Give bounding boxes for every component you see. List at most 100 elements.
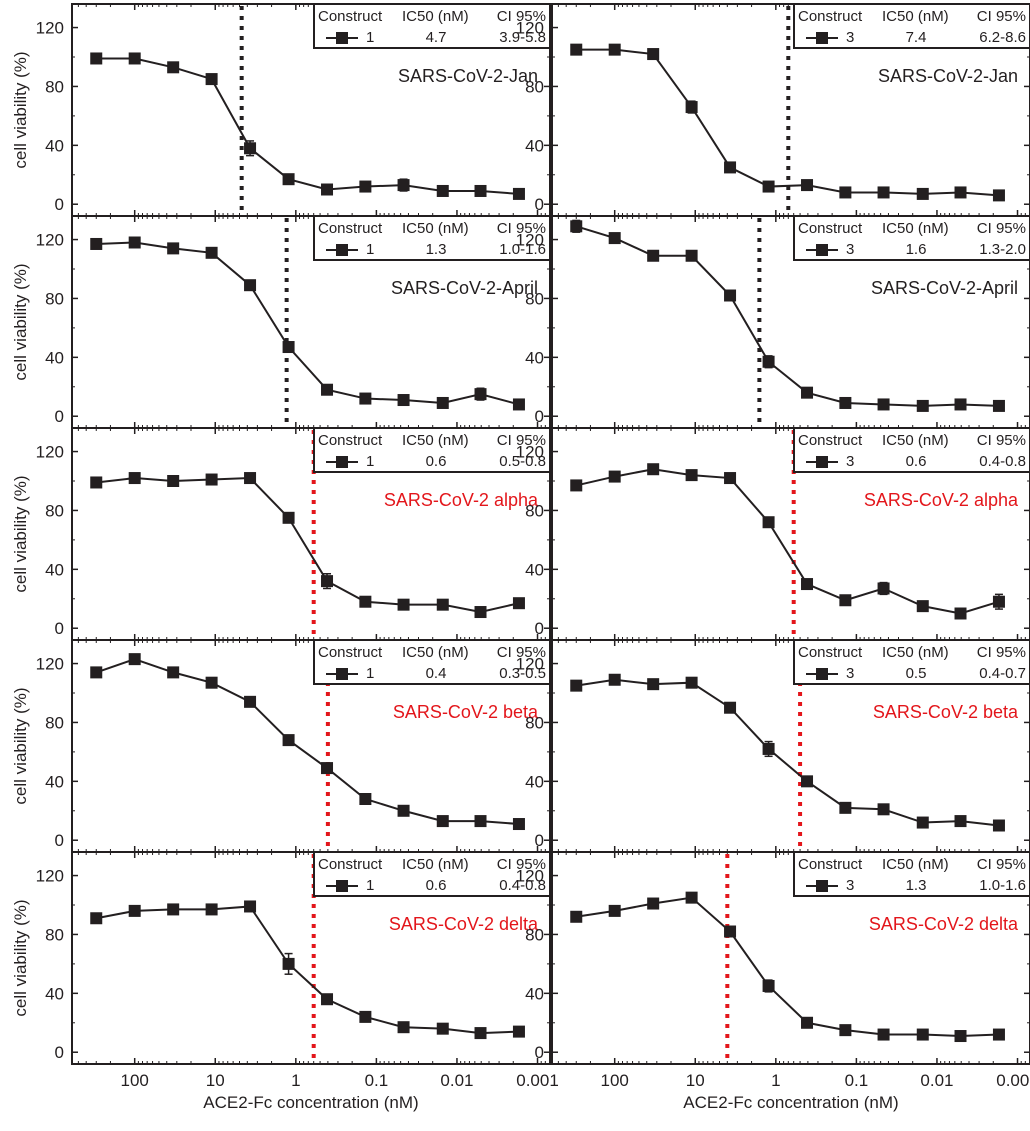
legend-marker [816, 668, 828, 680]
legend-ci95: 3.9-5.8 [499, 29, 546, 46]
y-tick-label: 0 [535, 831, 544, 850]
data-point [877, 803, 890, 816]
data-point [724, 161, 737, 174]
legend-header-ci: CI 95% [977, 644, 1026, 661]
data-point [992, 819, 1005, 832]
y-tick-label: 0 [535, 407, 544, 426]
legend-header-ic50: IC50 (nM) [882, 856, 949, 873]
series-line [576, 468, 1000, 615]
data-point [839, 801, 852, 814]
series-line [96, 241, 520, 406]
data-point [205, 676, 218, 689]
legend-ic50: 7.4 [906, 29, 927, 46]
y-tick-label: 40 [525, 560, 544, 579]
data-point [359, 793, 372, 805]
y-tick-label: 40 [525, 348, 544, 367]
y-tick-label: 0 [535, 1043, 544, 1062]
data-point [167, 475, 180, 487]
panel-2-1: 0 40 80 120 cell viability (%) Construct IC50 … [11, 215, 551, 429]
variant-label: SARS-CoV-2 alpha [864, 490, 1019, 510]
legend-marker [336, 880, 348, 892]
legend-header-ci: CI 95% [977, 8, 1026, 25]
data-point [570, 479, 583, 492]
data-point [839, 186, 852, 199]
data-point [724, 701, 737, 714]
legend-header-ic50: IC50 (nM) [882, 644, 949, 661]
legend-ic50: 0.6 [426, 877, 447, 894]
x-tick-label: 0.1 [845, 1071, 869, 1090]
data-point [647, 48, 660, 61]
variant-label: SARS-CoV-2-April [871, 278, 1018, 298]
data-point [128, 472, 141, 485]
data-point [608, 43, 621, 56]
data-point [877, 582, 890, 595]
x-tick-label: 0.1 [365, 1071, 389, 1090]
variant-label: SARS-CoV-2-Jan [398, 66, 538, 86]
x-tick-label: 0.01 [920, 1071, 953, 1090]
legend-ci95: 0.4-0.7 [979, 665, 1026, 682]
data-point [282, 734, 295, 747]
y-tick-label: 120 [36, 231, 64, 250]
x-tick-label: 0.001 [516, 1071, 559, 1090]
variant-label: SARS-CoV-2 beta [873, 702, 1019, 722]
y-axis-label: cell viability (%) [11, 51, 30, 168]
data-point [90, 666, 103, 679]
legend-box [793, 851, 1030, 897]
data-point [90, 237, 103, 250]
data-point [916, 187, 929, 200]
legend-header-ic50: IC50 (nM) [882, 8, 949, 25]
x-tick-label: 0.01 [440, 1071, 473, 1090]
data-point [90, 912, 103, 925]
data-point [877, 1028, 890, 1041]
legend-header-ci: CI 95% [497, 8, 546, 25]
panel-4-1: 0 40 80 120 cell viability (%) Construct IC50 … [11, 639, 551, 853]
data-point [916, 399, 929, 412]
legend-header-ic50: IC50 (nM) [402, 856, 469, 873]
data-point [167, 666, 180, 679]
data-point [608, 232, 621, 245]
legend-header-ci: CI 95% [977, 856, 1026, 873]
data-point [474, 1027, 487, 1040]
data-point [877, 398, 890, 411]
data-point [954, 607, 967, 620]
y-axis-label: cell viability (%) [11, 899, 30, 1016]
legend-construct: 1 [366, 453, 374, 470]
legend-header-ci: CI 95% [977, 432, 1026, 449]
data-point [839, 1024, 852, 1037]
legend-ci95: 1.0-1.6 [979, 877, 1026, 894]
legend-header-construct: Construct [318, 644, 383, 661]
data-point [647, 897, 660, 910]
legend-ic50: 4.7 [426, 29, 447, 46]
data-point [436, 598, 449, 611]
legend-header-construct: Construct [798, 644, 863, 661]
legend-header-ci: CI 95% [497, 856, 546, 873]
legend-ic50: 1.3 [906, 877, 927, 894]
panel-1-2: 0 40 80 120 Construct IC50 (nM) CI 95% 3 7.4 6.2-… [516, 3, 1030, 217]
legend-ci95: 1.3-2.0 [979, 241, 1026, 258]
legend-marker [816, 880, 828, 892]
panel-5-2: 0 40 80 120 Construct IC50 (nM) CI 95% 3 1.3 1.0-… [516, 851, 1030, 1112]
data-point [436, 396, 449, 409]
series-line [576, 896, 999, 1038]
legend-header-ci: CI 95% [497, 644, 546, 661]
legend-marker [816, 32, 828, 44]
legend-box [313, 215, 551, 261]
data-point [397, 598, 410, 611]
data-point [244, 900, 257, 913]
data-point [762, 355, 775, 368]
x-tick-label: 100 [121, 1071, 149, 1090]
data-point [685, 249, 698, 262]
data-point [474, 815, 487, 828]
legend-ci95: 6.2-8.6 [979, 29, 1026, 46]
y-tick-label: 40 [45, 560, 64, 579]
legend-ic50: 0.5 [906, 665, 927, 682]
y-tick-label: 120 [516, 443, 544, 462]
variant-label: SARS-CoV-2-Jan [878, 66, 1018, 86]
panel-3-1: 0 40 80 120 cell viability (%) Construct IC50 … [11, 427, 551, 641]
legend-header-ic50: IC50 (nM) [882, 220, 949, 237]
y-axis-label: cell viability (%) [11, 687, 30, 804]
data-point [321, 383, 334, 396]
variant-label: SARS-CoV-2-April [391, 278, 538, 298]
data-point [321, 993, 334, 1006]
